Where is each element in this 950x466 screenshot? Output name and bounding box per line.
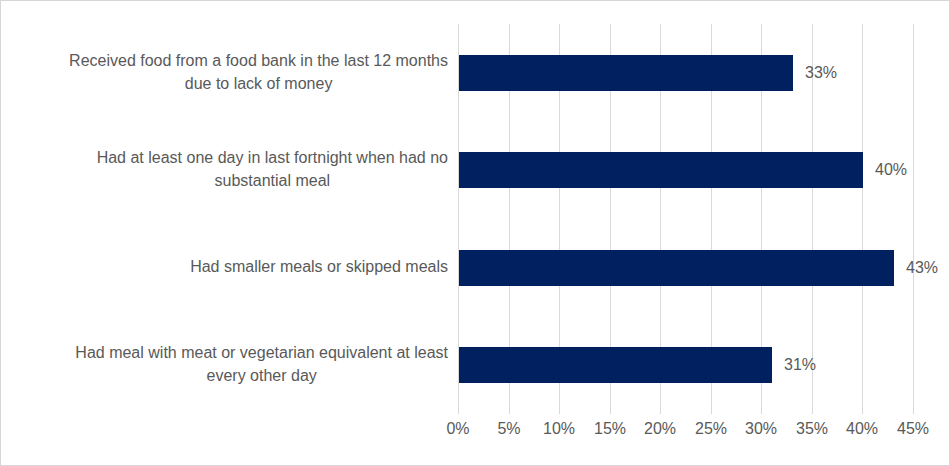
category-label-line: Received food from a food bank in the la… — [69, 52, 448, 69]
category-label-text: Received food from a food bank in the la… — [69, 49, 448, 95]
gridline — [913, 24, 914, 414]
x-axis-tick-label: 45% — [897, 420, 929, 438]
category-label-text: Had at least one day in last fortnight w… — [97, 146, 448, 192]
category-label-line: Had smaller meals or skipped meals — [190, 258, 448, 275]
x-axis-tick-label: 40% — [846, 420, 878, 438]
x-axis-tick-label: 30% — [745, 420, 777, 438]
x-axis-tick-label: 0% — [446, 420, 469, 438]
bar-segment — [459, 250, 894, 286]
gridline — [862, 24, 863, 414]
category-label-line: due to lack of money — [185, 75, 333, 92]
data-label: 33% — [805, 63, 837, 83]
data-label: 43% — [906, 258, 938, 278]
category-label-line: Had at least one day in last fortnight w… — [97, 149, 448, 166]
x-axis-tick-label: 15% — [594, 420, 626, 438]
plot-area: 33%40%43%31% — [458, 24, 913, 414]
x-axis-tick-label: 35% — [796, 420, 828, 438]
data-label: 31% — [784, 355, 816, 375]
x-axis: 0%5%10%15%20%25%30%35%40%45% — [458, 420, 913, 444]
category-label: Had at least one day in last fortnight w… — [7, 146, 448, 192]
data-label: 40% — [875, 160, 907, 180]
bar-chart: 33% 40% 43% 31% Received food from a food b… — [0, 0, 950, 466]
x-axis-tick-label: 20% — [644, 420, 676, 438]
x-axis-tick-label: 5% — [497, 420, 520, 438]
bar-segment — [459, 152, 863, 188]
x-axis-tick-label: 25% — [695, 420, 727, 438]
category-label-text: Had meal with meat or vegetarian equival… — [75, 341, 448, 387]
category-label-line: every other day — [207, 367, 317, 384]
category-label-line: substantial meal — [215, 172, 331, 189]
category-label-line: Had meal with meat or vegetarian equival… — [75, 344, 448, 361]
category-label-text: Had smaller meals or skipped meals — [190, 255, 448, 278]
category-label: Received food from a food bank in the la… — [7, 49, 448, 95]
category-label: Had smaller meals or skipped meals — [7, 255, 448, 278]
category-label: Had meal with meat or vegetarian equival… — [7, 341, 448, 387]
bar-segment — [459, 347, 772, 383]
x-axis-tick-label: 10% — [543, 420, 575, 438]
bar-segment — [459, 55, 793, 91]
